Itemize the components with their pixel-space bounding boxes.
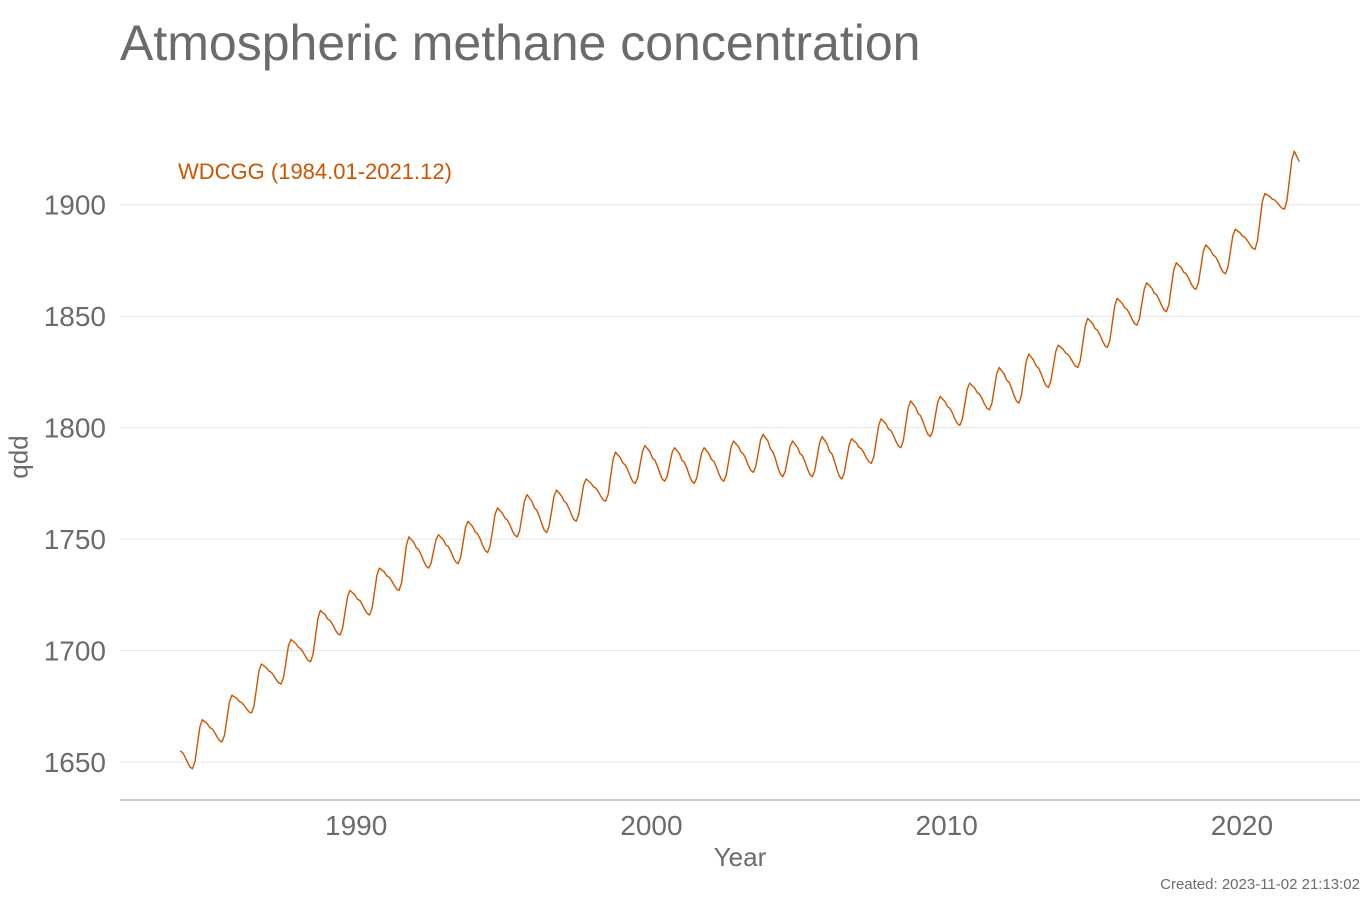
y-tick-label-1750: 1750 [44, 524, 106, 555]
x-axis-title: Year [714, 842, 767, 872]
y-tick-labels: 1650 1700 1750 1800 1850 1900 [44, 190, 106, 778]
y-axis-title: ppb [8, 435, 38, 478]
chart-title: Atmospheric methane concentration [120, 15, 920, 71]
x-tick-labels: 1990 2000 2010 2020 [325, 810, 1273, 841]
y-tick-label-1850: 1850 [44, 301, 106, 332]
x-tick-label-2020: 2020 [1211, 810, 1273, 841]
y-tick-label-1700: 1700 [44, 636, 106, 667]
series-layer [179, 150, 1300, 770]
x-tick-label-1990: 1990 [325, 810, 387, 841]
series-line-0 [179, 150, 1300, 770]
created-timestamp: Created: 2023-11-02 21:13:02 [1160, 876, 1360, 893]
x-tick-label-2000: 2000 [620, 810, 682, 841]
y-tick-label-1800: 1800 [44, 413, 106, 444]
y-tick-label-1900: 1900 [44, 190, 106, 221]
x-tick-label-2010: 2010 [916, 810, 978, 841]
y-tick-label-1650: 1650 [44, 747, 106, 778]
gridlines [120, 204, 1360, 763]
legend-entry-wdcgg: WDCGG (1984.01-2021.12) [178, 159, 452, 184]
